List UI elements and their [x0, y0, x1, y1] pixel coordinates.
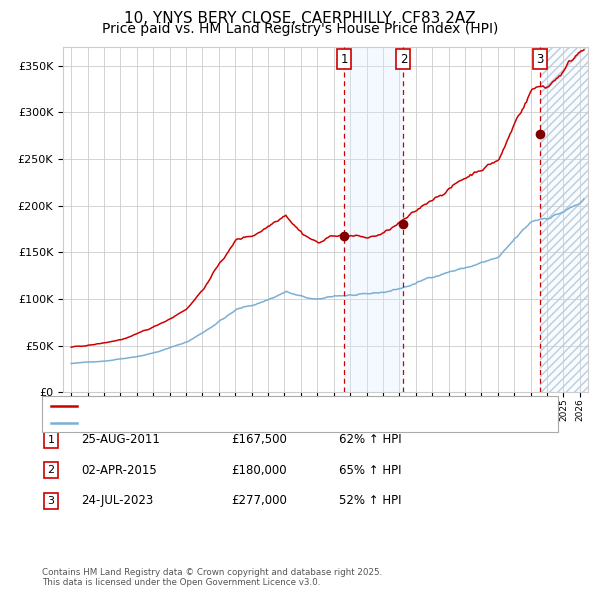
Text: 24-JUL-2023: 24-JUL-2023	[81, 494, 153, 507]
Text: 10, YNYS BERY CLOSE, CAERPHILLY, CF83 2AZ: 10, YNYS BERY CLOSE, CAERPHILLY, CF83 2A…	[124, 11, 476, 25]
Text: 52% ↑ HPI: 52% ↑ HPI	[339, 494, 401, 507]
Text: 65% ↑ HPI: 65% ↑ HPI	[339, 464, 401, 477]
Text: £167,500: £167,500	[231, 433, 287, 446]
Text: 1: 1	[341, 53, 348, 65]
Bar	[344, 47, 403, 392]
Text: 02-APR-2015: 02-APR-2015	[81, 464, 157, 477]
Text: 3: 3	[47, 496, 55, 506]
Text: 1: 1	[47, 435, 55, 444]
Text: HPI: Average price, semi-detached house, Caerphilly: HPI: Average price, semi-detached house,…	[81, 418, 343, 428]
Text: 25-AUG-2011: 25-AUG-2011	[81, 433, 160, 446]
Text: 2: 2	[400, 53, 407, 65]
Text: Contains HM Land Registry data © Crown copyright and database right 2025.
This d: Contains HM Land Registry data © Crown c…	[42, 568, 382, 587]
Text: 3: 3	[536, 53, 544, 65]
Text: £180,000: £180,000	[231, 464, 287, 477]
Bar	[540, 47, 588, 392]
Text: 62% ↑ HPI: 62% ↑ HPI	[339, 433, 401, 446]
Text: 10, YNYS BERY CLOSE, CAERPHILLY, CF83 2AZ (semi-detached house): 10, YNYS BERY CLOSE, CAERPHILLY, CF83 2A…	[81, 401, 428, 411]
Bar	[540, 47, 588, 392]
Text: Price paid vs. HM Land Registry's House Price Index (HPI): Price paid vs. HM Land Registry's House …	[102, 22, 498, 36]
Text: 2: 2	[47, 466, 55, 475]
Text: £277,000: £277,000	[231, 494, 287, 507]
